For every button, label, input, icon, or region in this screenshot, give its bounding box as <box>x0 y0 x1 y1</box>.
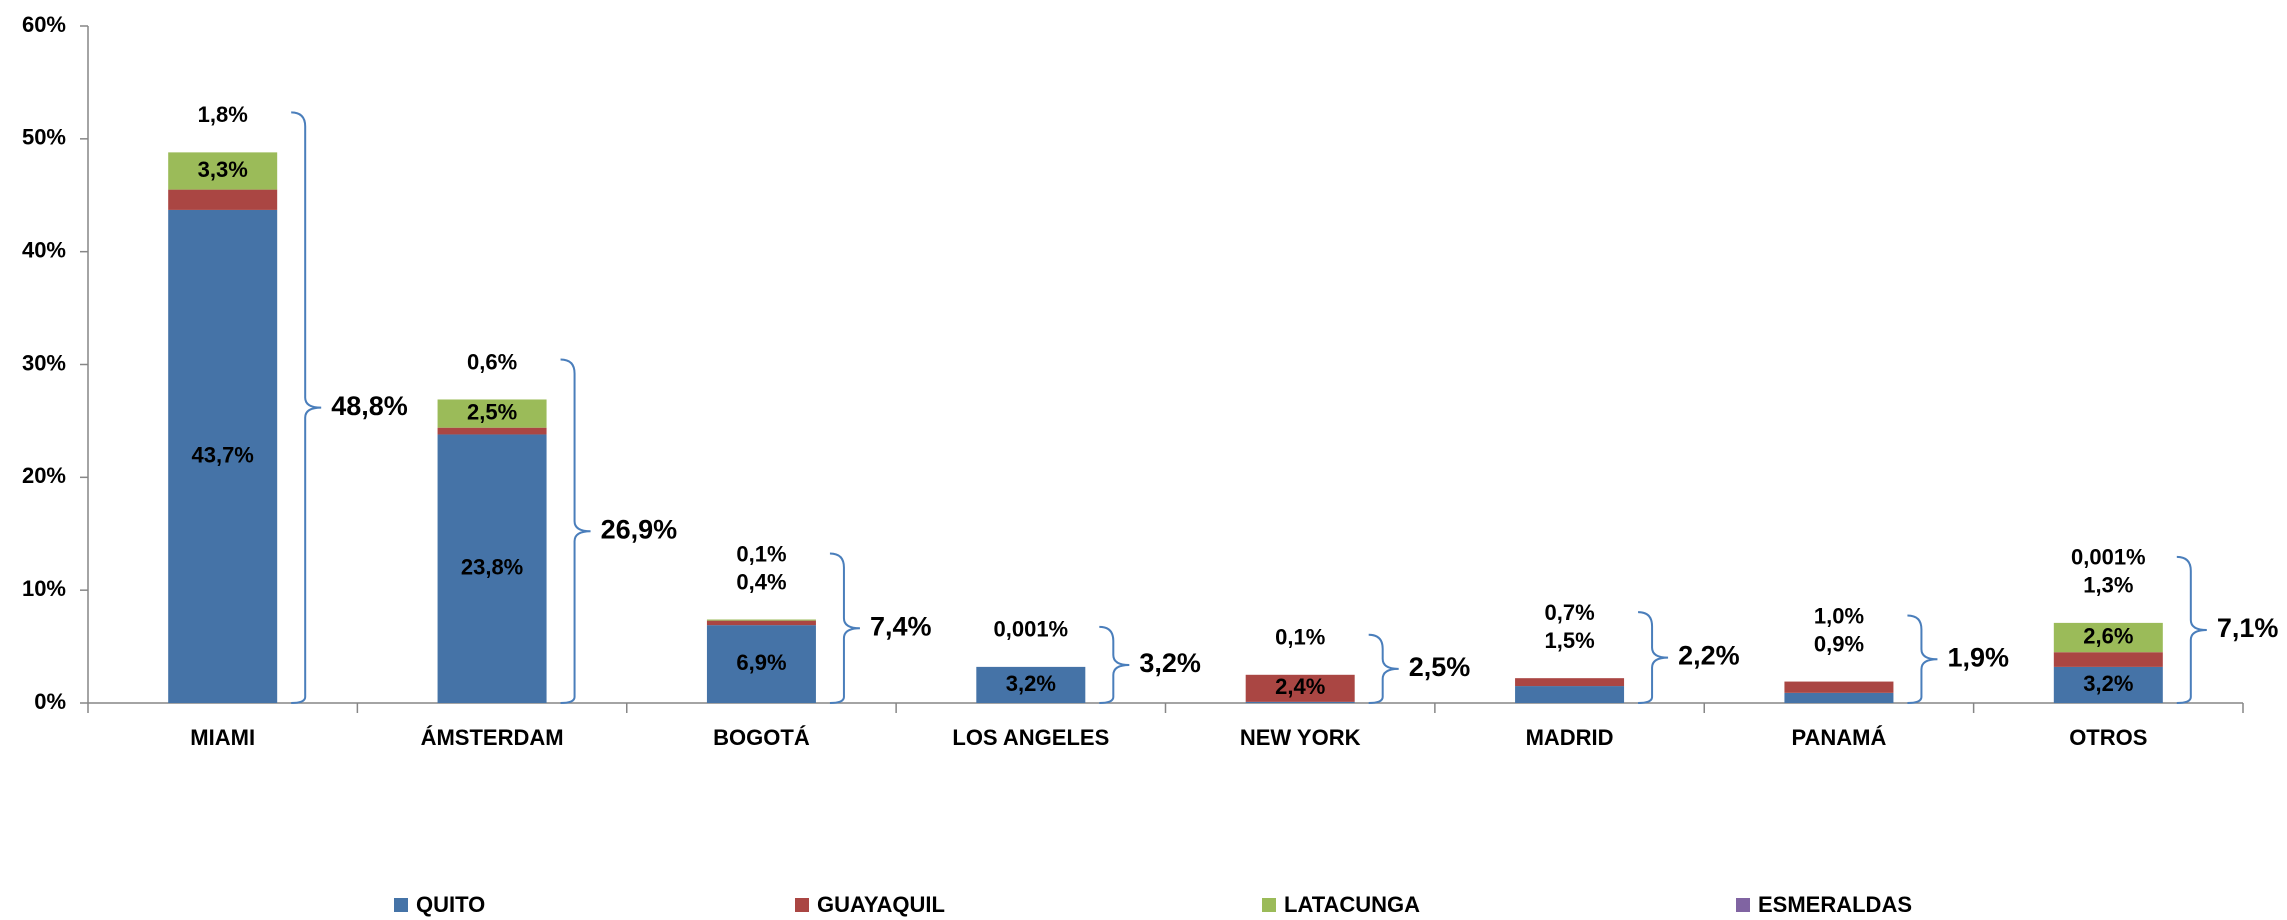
data-label: 1,0% <box>1814 603 1864 628</box>
data-label: 3,2% <box>1006 671 1056 696</box>
data-label: 1,8% <box>198 102 248 127</box>
legend-swatch <box>394 898 408 912</box>
data-label: 1,5% <box>1544 628 1594 653</box>
total-label: 26,9% <box>601 514 678 544</box>
legend-swatch <box>1736 898 1750 912</box>
x-tick-label: OTROS <box>2069 725 2147 750</box>
data-label: 0,7% <box>1544 600 1594 625</box>
total-label: 1,9% <box>1947 642 2009 672</box>
bar-segment <box>1245 674 1355 702</box>
bar-segment <box>437 399 547 428</box>
brace <box>1099 625 1130 704</box>
bar-segment <box>1784 692 1894 703</box>
brace <box>560 358 591 704</box>
data-label: 1,3% <box>2083 573 2133 598</box>
bar-segment <box>1515 678 1625 687</box>
y-tick-label: 20% <box>22 463 66 488</box>
data-label: 2,4% <box>1275 674 1325 699</box>
data-label: 3,2% <box>2083 671 2133 696</box>
bar-segment <box>1784 681 1894 693</box>
bar-segment <box>168 209 278 703</box>
legend-label: GUAYAQUIL <box>817 892 945 917</box>
x-tick-label: MIAMI <box>190 725 255 750</box>
bar-segment <box>2053 652 2163 667</box>
brace <box>291 111 322 704</box>
legend-label: QUITO <box>416 892 485 917</box>
bar-segment <box>2053 666 2163 703</box>
data-label: 0,001% <box>2071 545 2146 570</box>
x-tick-label: MADRID <box>1526 725 1614 750</box>
bar-segment <box>1245 701 1355 703</box>
data-label: 23,8% <box>461 555 523 580</box>
bar-segment <box>2053 622 2163 653</box>
bar-segment <box>437 434 547 703</box>
y-tick-label: 10% <box>22 576 66 601</box>
total-label: 7,1% <box>2217 613 2279 643</box>
bar-segment <box>706 620 816 626</box>
data-label: 2,5% <box>467 399 517 424</box>
data-label: 0,9% <box>1814 631 1864 656</box>
data-label: 0,001% <box>994 617 1069 642</box>
total-label: 2,5% <box>1409 652 1471 682</box>
brace <box>1638 611 1669 704</box>
y-tick-label: 50% <box>22 125 66 150</box>
y-tick-label: 60% <box>22 12 66 37</box>
data-label: 0,6% <box>467 349 517 374</box>
bar-segment <box>706 625 816 703</box>
x-tick-label: ÁMSTERDAM <box>421 725 564 750</box>
bar-segment <box>437 427 547 435</box>
bar-segment <box>168 152 278 190</box>
bar-segment <box>976 666 1086 703</box>
x-tick-label: PANAMÁ <box>1791 725 1886 750</box>
total-label: 48,8% <box>331 391 408 421</box>
legend-swatch <box>1262 898 1276 912</box>
data-label: 43,7% <box>191 442 253 467</box>
bar-segment <box>706 619 816 621</box>
x-tick-label: BOGOTÁ <box>713 725 810 750</box>
brace <box>1907 614 1938 704</box>
bar-segment <box>1515 686 1625 703</box>
data-label: 2,6% <box>2083 623 2133 648</box>
brace <box>2176 555 2207 704</box>
total-label: 3,2% <box>1139 648 1201 678</box>
total-label: 7,4% <box>870 611 932 641</box>
data-label: 0,4% <box>736 569 786 594</box>
data-label: 0,1% <box>736 541 786 566</box>
bar-segment <box>168 189 278 210</box>
data-label: 6,9% <box>736 650 786 675</box>
brace <box>1368 633 1399 704</box>
legend-label: LATACUNGA <box>1284 892 1420 917</box>
legend-label: ESMERALDAS <box>1758 892 1912 917</box>
total-label: 2,2% <box>1678 641 1740 671</box>
data-label: 3,3% <box>198 157 248 182</box>
y-tick-label: 0% <box>34 689 66 714</box>
y-tick-label: 40% <box>22 237 66 262</box>
y-tick-label: 30% <box>22 350 66 375</box>
x-tick-label: NEW YORK <box>1240 725 1361 750</box>
brace <box>829 552 860 704</box>
legend-swatch <box>795 898 809 912</box>
x-tick-label: LOS ANGELES <box>952 725 1109 750</box>
data-label: 0,1% <box>1275 625 1325 650</box>
